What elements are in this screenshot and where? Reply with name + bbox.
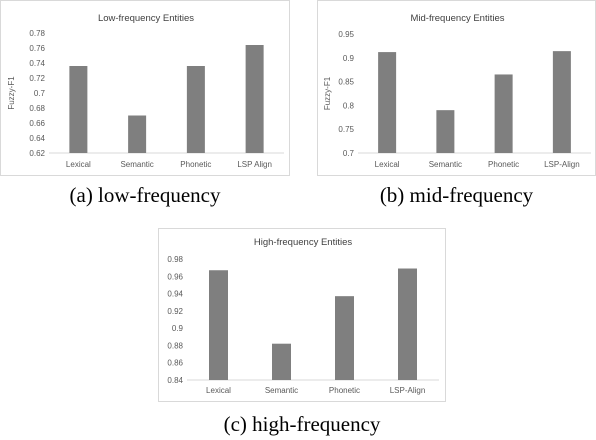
x-tick-label: Phonetic <box>488 160 519 169</box>
figure-caption: (b) mid-frequency <box>379 183 534 207</box>
bar <box>186 66 205 153</box>
y-tick-label: 0.85 <box>338 78 354 87</box>
chart-frame: Mid-frequency Entities Fuzzy-F1 0.7 0.75 0.8… <box>317 0 596 176</box>
bar-chart-low-frequency: Low-frequency Entities Fuzzy-F1 0.62 0.64 0.… <box>7 13 284 169</box>
chart-panel-low-frequency: Low-frequency Entities Fuzzy-F1 0.62 0.64 0.… <box>0 0 292 215</box>
y-tick-label: 0.7 <box>34 89 46 98</box>
y-tick-label: 0.74 <box>29 59 45 68</box>
x-tick-label: Phonetic <box>329 386 360 395</box>
x-tick-label: Lexical <box>375 160 400 169</box>
y-tick-label: 0.9 <box>172 324 184 333</box>
figure-caption: (a) low-frequency <box>69 183 221 207</box>
y-tick-label: 0.72 <box>29 74 45 83</box>
x-tick-label: Semantic <box>120 160 153 169</box>
bar <box>69 66 88 153</box>
bar <box>378 52 397 154</box>
x-tick-label: LSP-Align <box>390 386 426 395</box>
y-axis-label: Fuzzy-F1 <box>323 76 332 110</box>
y-tick-label: 0.88 <box>167 341 183 350</box>
bar-chart-mid-frequency: Mid-frequency Entities Fuzzy-F1 0.7 0.75 0.8… <box>323 13 591 169</box>
y-tick-label: 0.86 <box>167 359 183 368</box>
y-tick-label: 0.95 <box>338 30 354 39</box>
y-tick-label: 0.9 <box>343 54 355 63</box>
y-tick-label: 0.8 <box>343 101 355 110</box>
x-tick-label: LSP Align <box>237 160 272 169</box>
bar <box>272 343 291 380</box>
x-tick-label: Lexical <box>66 160 91 169</box>
y-tick-label: 0.94 <box>167 290 183 299</box>
figure-caption: (c) high-frequency <box>223 412 381 436</box>
y-tick-label: 0.96 <box>167 272 183 281</box>
y-tick-label: 0.75 <box>338 125 354 134</box>
y-tick-label: 0.92 <box>167 307 183 316</box>
x-tick-label: Lexical <box>206 386 231 395</box>
y-tick-label: 0.78 <box>29 29 45 38</box>
y-tick-label: 0.66 <box>29 119 45 128</box>
chart-title: High-frequency Entities <box>254 237 352 248</box>
y-tick-label: 0.7 <box>343 149 355 158</box>
y-tick-label: 0.68 <box>29 104 45 113</box>
chart-panel-high-frequency: High-frequency Entities 0.84 0.86 0.88 0.9 0.… <box>158 228 448 440</box>
bar <box>209 270 228 380</box>
x-tick-label: Semantic <box>429 160 462 169</box>
chart-title: Low-frequency Entities <box>98 13 194 24</box>
x-tick-label: Semantic <box>265 386 298 395</box>
chart-title: Mid-frequency Entities <box>411 13 505 24</box>
chart-frame: Low-frequency Entities Fuzzy-F1 0.62 0.64 0.… <box>0 0 290 176</box>
bar <box>398 268 417 380</box>
y-tick-label: 0.84 <box>167 376 183 385</box>
bar-chart-high-frequency: High-frequency Entities 0.84 0.86 0.88 0.9 0.… <box>167 237 439 395</box>
x-tick-label: Phonetic <box>180 160 211 169</box>
bar <box>245 45 264 153</box>
y-tick-label: 0.98 <box>167 255 183 264</box>
y-tick-label: 0.76 <box>29 44 45 53</box>
chart-frame: High-frequency Entities 0.84 0.86 0.88 0.9 0.… <box>158 228 446 402</box>
bar <box>494 74 513 153</box>
chart-panel-mid-frequency: Mid-frequency Entities Fuzzy-F1 0.7 0.75 0.8… <box>317 0 596 215</box>
y-axis-label: Fuzzy-F1 <box>7 76 16 110</box>
bar <box>436 110 455 153</box>
bar <box>552 51 571 153</box>
bar <box>335 296 354 380</box>
y-tick-label: 0.62 <box>29 149 45 158</box>
x-tick-label: LSP-Align <box>544 160 580 169</box>
y-tick-label: 0.64 <box>29 134 45 143</box>
bar <box>128 115 147 153</box>
